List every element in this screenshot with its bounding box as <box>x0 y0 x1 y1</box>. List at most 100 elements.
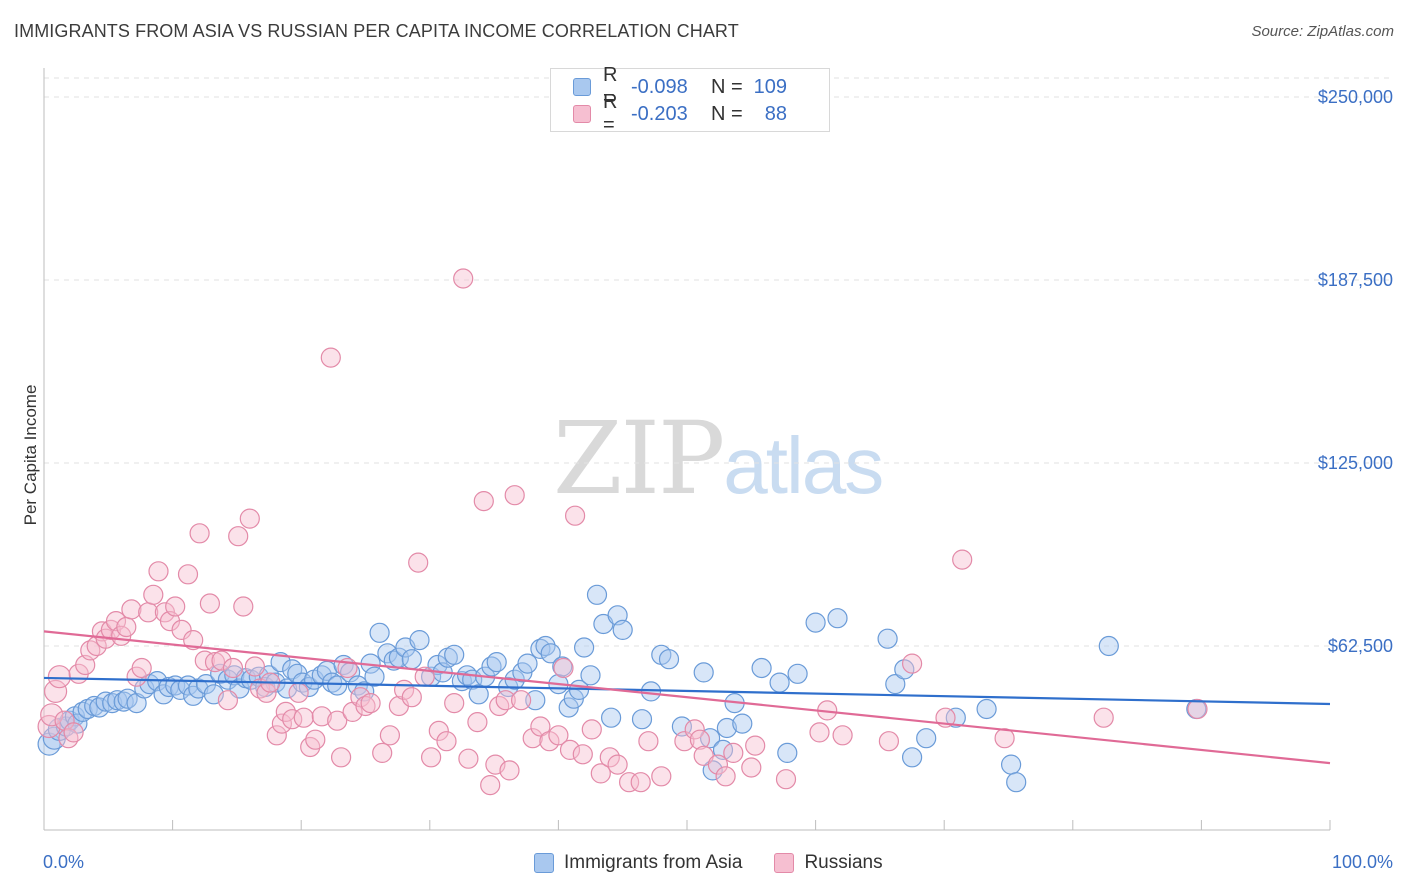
trend-line-asia <box>43 676 1331 706</box>
point-russians <box>131 657 152 679</box>
point-russians <box>148 561 169 582</box>
legend-r-value: -0.203 <box>631 102 688 125</box>
point-russians <box>331 747 352 768</box>
legend-label-asia: Immigrants from Asia <box>564 852 743 873</box>
point-russians <box>40 703 64 727</box>
point-russians <box>143 584 164 605</box>
legend-item-asia[interactable]: Immigrants from Asia <box>534 852 742 874</box>
point-russians <box>239 508 260 529</box>
point-asia <box>671 716 693 737</box>
x-tick-label-min: 0.0% <box>43 852 84 872</box>
point-asia <box>1098 635 1119 657</box>
point-russians <box>63 722 84 743</box>
legend-r-label: R = <box>603 91 618 136</box>
point-russians <box>495 690 516 711</box>
point-asia <box>573 637 595 658</box>
point-russians <box>436 731 457 752</box>
point-asia <box>827 608 848 629</box>
point-asia <box>769 672 790 693</box>
point-asia <box>195 673 217 695</box>
point-russians <box>266 725 287 746</box>
point-asia <box>183 685 204 706</box>
point-russians <box>194 650 215 671</box>
point-asia <box>916 728 937 749</box>
legend-swatch-russians <box>774 853 795 873</box>
point-asia <box>945 707 966 728</box>
point-russians <box>832 725 853 746</box>
point-russians <box>300 736 321 758</box>
y-axis-label: Per Capita Income <box>21 385 40 526</box>
point-russians <box>548 725 569 746</box>
source-label: Source: ZipAtlas.com <box>1251 23 1394 40</box>
point-russians <box>116 616 137 638</box>
point-asia <box>580 665 601 686</box>
legend-swatch-russians <box>573 105 591 123</box>
point-asia <box>693 662 714 683</box>
chart-title: IMMIGRANTS FROM ASIA VS RUSSIAN PER CAPI… <box>14 21 739 41</box>
point-russians <box>311 706 332 727</box>
point-asia <box>540 643 561 664</box>
point-asia <box>327 675 348 696</box>
point-asia <box>751 657 772 679</box>
watermark-zip: ZIP <box>553 400 725 517</box>
point-russians <box>199 593 220 614</box>
y-tick-label: $250,000 <box>1318 87 1393 107</box>
point-russians <box>320 347 341 368</box>
point-russians <box>741 757 762 778</box>
point-asia <box>224 665 245 686</box>
point-russians <box>293 707 314 728</box>
point-asia <box>444 644 465 665</box>
point-asia <box>517 653 538 674</box>
point-asia <box>901 747 923 768</box>
legend-row-asia: R = -0.098 N = 109 <box>573 64 787 109</box>
legend-r-value: -0.098 <box>631 75 688 98</box>
point-asia <box>525 690 546 711</box>
point-asia <box>612 619 633 641</box>
legend-swatch-asia <box>573 78 591 96</box>
point-russians <box>222 657 244 679</box>
point-russians <box>901 653 923 674</box>
watermark-atlas: atlas <box>723 421 884 510</box>
trend-line-russians <box>43 630 1331 765</box>
legend-swatch-asia <box>534 853 554 873</box>
point-russians <box>121 599 142 620</box>
legend-label-russians: Russians <box>804 852 883 873</box>
point-asia <box>401 649 422 670</box>
point-russians <box>522 728 543 749</box>
point-russians <box>288 682 309 703</box>
point-russians <box>607 754 628 775</box>
x-tick-label-max: 100.0% <box>1332 852 1393 872</box>
point-asia <box>777 742 798 764</box>
legend-n-label: N = <box>711 75 743 98</box>
point-russians <box>559 739 581 761</box>
point-russians <box>204 651 226 673</box>
point-russians <box>372 742 393 764</box>
point-russians <box>581 719 602 740</box>
point-russians <box>233 596 254 617</box>
point-russians <box>360 692 381 714</box>
point-russians <box>271 713 292 734</box>
point-asia <box>486 651 507 673</box>
legend-n-value: 109 <box>753 75 787 98</box>
point-russians <box>480 774 501 796</box>
point-russians <box>510 690 532 711</box>
y-tick-label: $125,000 <box>1318 453 1393 473</box>
point-asia <box>805 612 826 633</box>
y-tick-label: $62,500 <box>1328 636 1393 656</box>
y-tick-label: $187,500 <box>1318 270 1393 290</box>
point-russians <box>809 722 830 743</box>
point-russians <box>401 687 422 708</box>
point-asia <box>107 690 128 711</box>
point-russians <box>305 729 326 750</box>
point-russians <box>489 695 510 717</box>
legend-item-russians[interactable]: Russians <box>774 852 883 874</box>
point-russians <box>638 731 659 752</box>
point-asia <box>976 698 997 720</box>
point-russians <box>504 485 525 506</box>
point-asia <box>354 681 375 702</box>
point-russians <box>745 735 766 756</box>
point-asia <box>270 651 291 673</box>
point-asia <box>1006 772 1027 793</box>
legend-n-label: N = <box>711 102 743 125</box>
